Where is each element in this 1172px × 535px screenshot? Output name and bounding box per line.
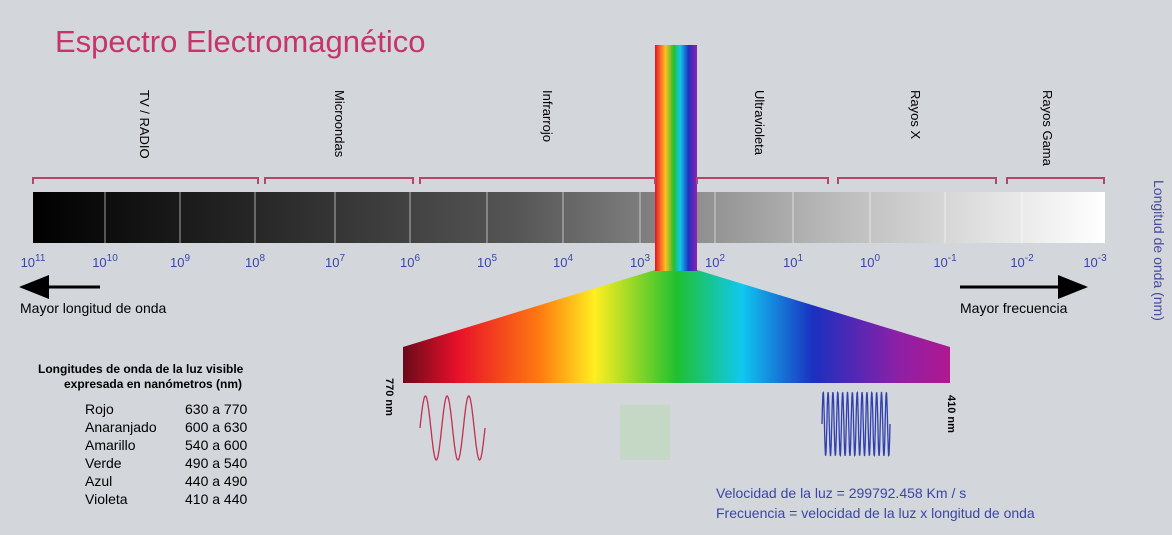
scale-exp: 8 <box>259 253 265 264</box>
scale-base: 10 <box>400 255 414 270</box>
diagram: Espectro Electromagnético Mayor longitud… <box>0 0 1172 535</box>
scale-exp: 10 <box>107 253 119 264</box>
spectrum-label: 770 nm <box>383 378 395 416</box>
footer-text: Velocidad de la luz = 299792.458 Km / s <box>716 485 966 501</box>
band-label: Ultravioleta <box>752 90 767 156</box>
legend-color: Azul <box>85 473 112 489</box>
legend-color: Anaranjado <box>85 419 157 435</box>
arrow-label: Mayor longitud de onda <box>20 300 167 316</box>
visible-spectrum <box>403 347 950 383</box>
band-label: Rayos X <box>908 90 923 139</box>
scale-exp: 6 <box>414 253 420 264</box>
legend-range: 490 a 540 <box>185 455 247 471</box>
scale-exp: -1 <box>948 253 957 264</box>
green-glow <box>620 405 670 460</box>
band-label: Microondas <box>332 90 347 158</box>
scale-exp: 5 <box>491 253 497 264</box>
scale-base: 10 <box>933 255 947 270</box>
scale-exp: 7 <box>339 253 345 264</box>
legend-range: 630 a 770 <box>185 401 247 417</box>
scale-base: 10 <box>170 255 184 270</box>
scale-exp: -3 <box>1098 253 1107 264</box>
scale-base: 10 <box>705 255 719 270</box>
scale-base: 10 <box>783 255 797 270</box>
legend-range: 410 a 440 <box>185 491 247 507</box>
spectrum-label: 410 nm <box>945 395 957 433</box>
scale-base: 10 <box>553 255 567 270</box>
scale-exp: 4 <box>567 253 573 264</box>
scale-exp: 3 <box>644 253 650 264</box>
legend-title: Longitudes de onda de la luz visible <box>38 362 244 376</box>
band-label: TV / RADIO <box>137 90 152 159</box>
axis-label: Longitud de onda (nm) <box>1151 180 1167 321</box>
legend-range: 440 a 490 <box>185 473 247 489</box>
footer-text: Frecuencia = velocidad de la luz x longi… <box>716 505 1035 521</box>
scale-base: 10 <box>860 255 874 270</box>
band-label: Rayos Gama <box>1040 90 1055 167</box>
scale-base: 10 <box>630 255 644 270</box>
scale-exp: 11 <box>35 253 46 264</box>
scale-base: 10 <box>21 255 35 270</box>
legend-range: 540 a 600 <box>185 437 247 453</box>
legend-color: Verde <box>85 455 122 471</box>
scale-base: 10 <box>245 255 259 270</box>
legend-title: expresada en nanómetros (nm) <box>64 377 242 391</box>
legend-range: 600 a 630 <box>185 419 247 435</box>
scale-base: 10 <box>477 255 491 270</box>
scale-exp: 1 <box>797 253 803 264</box>
scale-exp: 2 <box>719 253 725 264</box>
scale-base: 10 <box>325 255 339 270</box>
scale-base: 10 <box>92 255 106 270</box>
scale-exp: -2 <box>1025 253 1034 264</box>
light-beam <box>655 45 697 271</box>
legend-color: Rojo <box>85 401 114 417</box>
arrow-label: Mayor frecuencia <box>960 300 1068 316</box>
scale-base: 10 <box>1083 255 1097 270</box>
title: Espectro Electromagnético <box>55 24 425 59</box>
scale-exp: 0 <box>874 253 880 264</box>
band-label: Infrarrojo <box>540 90 555 142</box>
legend-color: Amarillo <box>85 437 136 453</box>
legend-color: Violeta <box>85 491 128 507</box>
scale-base: 10 <box>1010 255 1024 270</box>
wavelength-bar <box>33 192 1105 243</box>
scale-exp: 9 <box>184 253 190 264</box>
